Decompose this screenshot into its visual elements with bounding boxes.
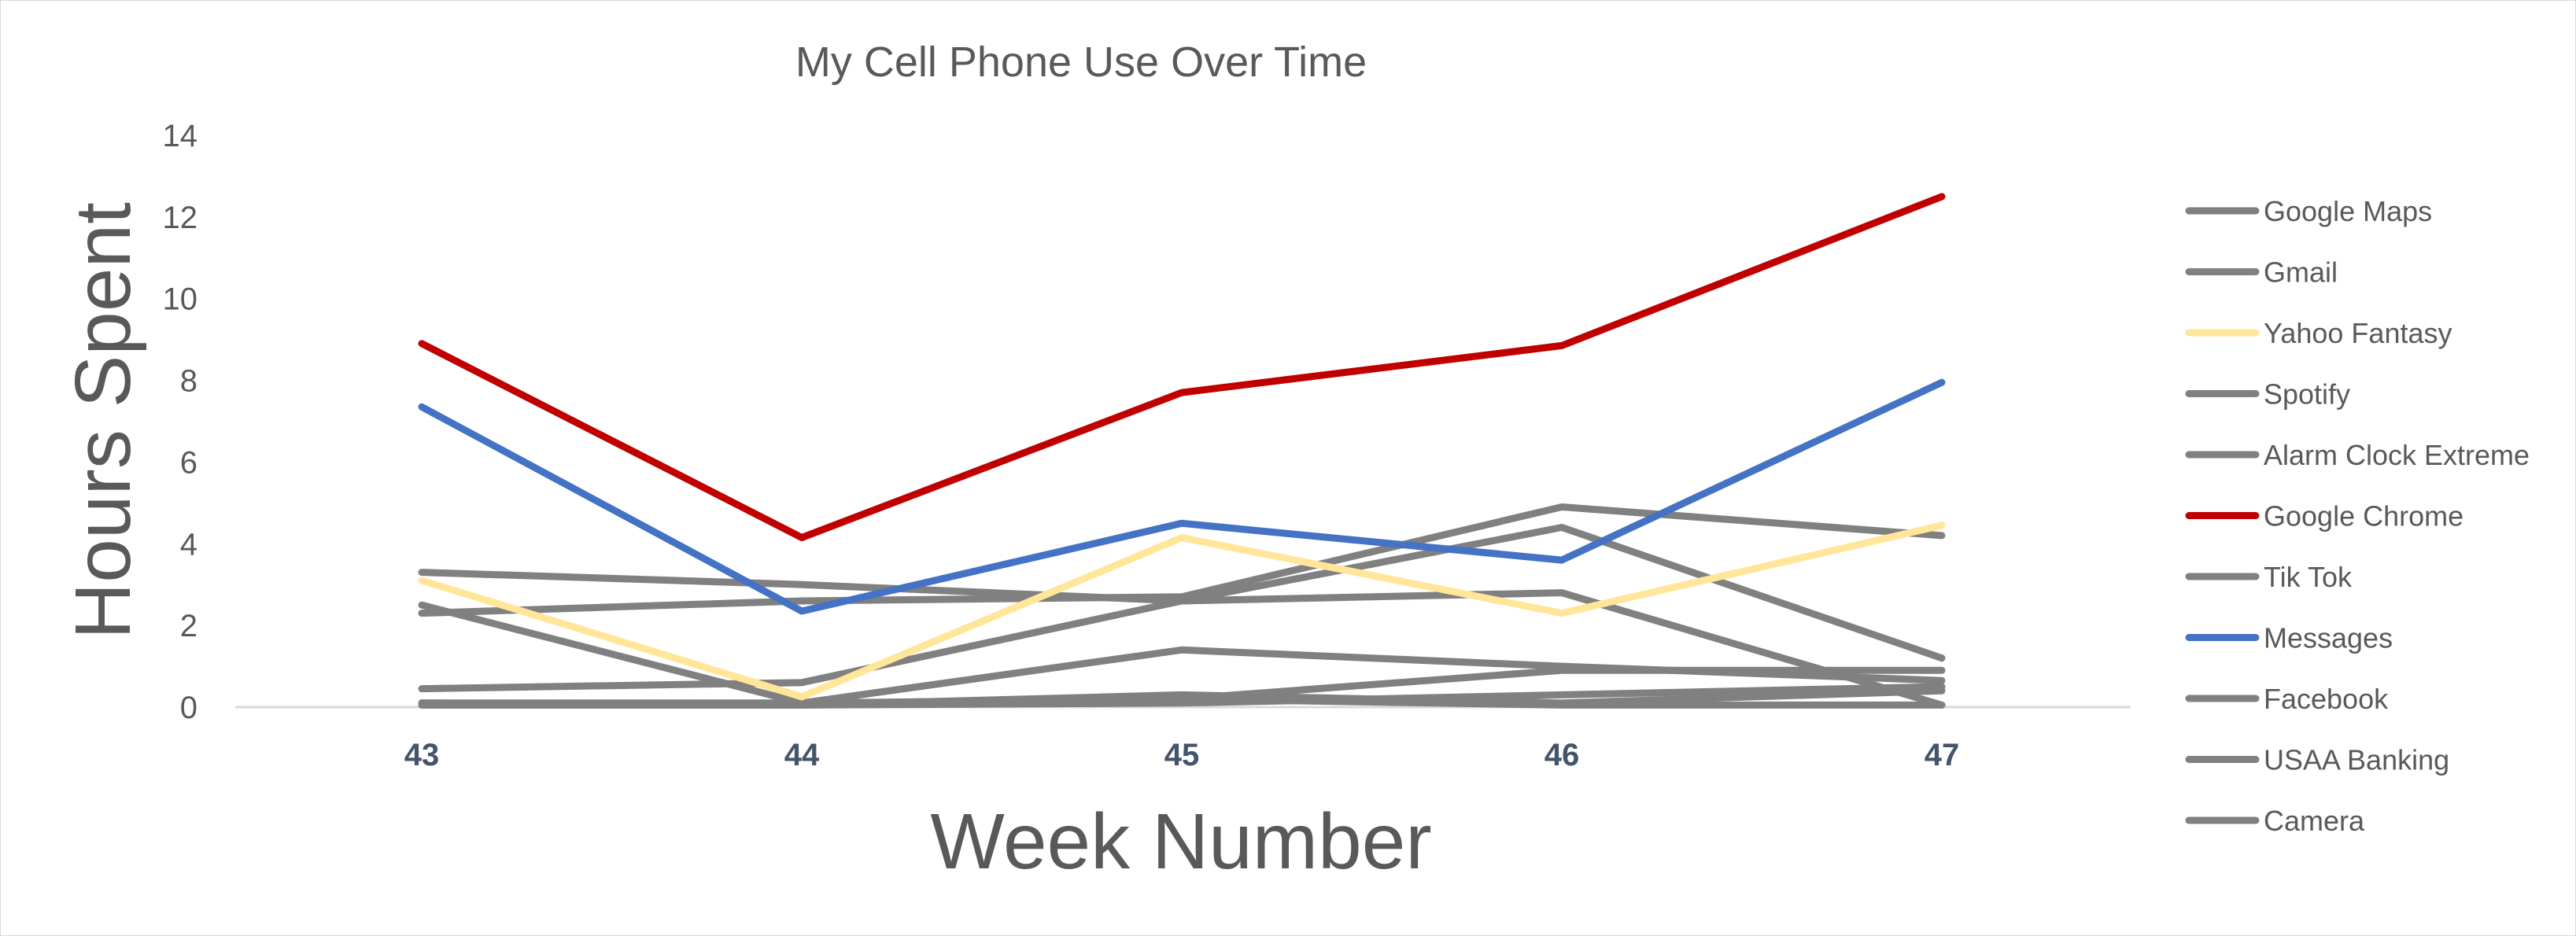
legend-label: Camera — [2264, 805, 2365, 837]
y-tick-label: 2 — [180, 609, 197, 643]
legend-label: Google Chrome — [2264, 500, 2463, 532]
x-axis-label: Week Number — [930, 798, 1431, 886]
legend-label: Alarm Clock Extreme — [2264, 439, 2530, 471]
legend: Google Maps Gmail Yahoo Fantasy Spotify Alar… — [2185, 195, 2530, 837]
series-line-spotify — [418, 503, 1946, 617]
x-tick-labels: 43 44 45 46 47 — [404, 738, 1960, 772]
y-tick-label: 4 — [180, 527, 197, 562]
y-axis-label: Hours Spent — [59, 202, 147, 639]
legend-label: Spotify — [2264, 378, 2350, 411]
y-tick-label: 0 — [180, 691, 197, 725]
y-tick-label: 6 — [180, 445, 197, 480]
chart-title: My Cell Phone Use Over Time — [795, 39, 1367, 86]
legend-label: USAA Banking — [2264, 744, 2449, 776]
legend-label: Gmail — [2264, 256, 2338, 289]
y-tick-label: 14 — [163, 119, 198, 153]
legend-label: Google Maps — [2264, 195, 2432, 227]
legend-label: Tik Tok — [2264, 561, 2353, 593]
x-tick-label: 45 — [1164, 738, 1200, 772]
legend-label: Messages — [2264, 622, 2393, 654]
y-tick-label: 12 — [163, 201, 198, 235]
x-tick-label: 44 — [784, 738, 820, 772]
legend-label: Facebook — [2264, 683, 2389, 715]
y-tick-label: 8 — [180, 364, 197, 399]
x-tick-label: 47 — [1925, 738, 1960, 772]
series-line-yahoo-fantasy — [418, 521, 1946, 701]
series-lines — [418, 193, 1946, 709]
x-tick-label: 46 — [1544, 738, 1580, 772]
y-tick-label: 10 — [163, 282, 198, 317]
series-line-gmail — [418, 524, 1946, 693]
x-tick-label: 43 — [404, 738, 440, 772]
legend-label: Yahoo Fantasy — [2264, 317, 2452, 349]
series-line-messages — [418, 378, 1946, 615]
series-line-camera — [418, 695, 1946, 709]
y-tick-labels: 0 2 4 6 8 10 12 14 — [163, 119, 198, 725]
series-line-google-chrome — [418, 193, 1946, 541]
